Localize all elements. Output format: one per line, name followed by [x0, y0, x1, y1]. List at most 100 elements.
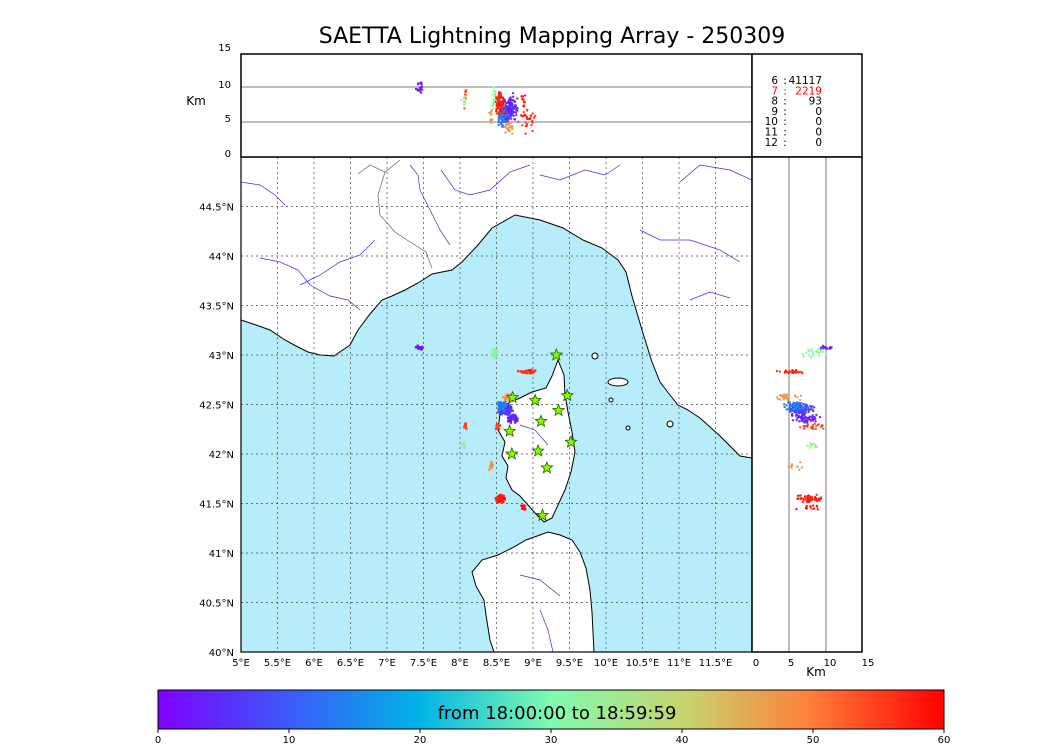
station-count-value: 2219 [795, 85, 822, 97]
lon-tick-label: 7°E [378, 658, 396, 669]
side-source [813, 416, 816, 419]
altitude-source [511, 103, 514, 106]
altitude-source [510, 101, 513, 104]
altitude-source [528, 118, 531, 121]
altitude-source [497, 99, 500, 102]
altitude-source [506, 106, 509, 109]
station-count-label: 7 [771, 85, 778, 97]
lightning-source [497, 494, 501, 497]
side-source [791, 406, 794, 409]
altitude-source [493, 86, 496, 89]
side-source [808, 408, 811, 411]
side-source [802, 420, 805, 423]
side-source [787, 465, 790, 468]
side-source [787, 401, 790, 404]
colorbar: from 18:00:00 to 18:59:59 0 10 20 30 40 50 60 [155, 689, 950, 746]
side-source [815, 424, 818, 427]
altitude-source [420, 91, 423, 94]
altitude-source [520, 95, 523, 98]
altitude-source [489, 113, 492, 116]
side-source [797, 405, 800, 408]
altitude-source [490, 121, 493, 124]
lightning-source [501, 395, 505, 399]
altitude-source [420, 81, 423, 84]
side-source [793, 406, 796, 409]
altitude-source [510, 109, 513, 112]
lightning-source [416, 347, 420, 350]
side-source [786, 398, 789, 401]
altitude-source [499, 97, 502, 100]
side-source [826, 347, 829, 350]
station-count-value: 0 [815, 137, 822, 149]
altitude-source [500, 105, 503, 108]
lightning-source [496, 426, 499, 429]
side-source [813, 498, 816, 501]
lon-tick-label: 11.5°E [699, 658, 733, 669]
side-source [808, 501, 811, 504]
lightning-source [504, 410, 508, 413]
altitude-source [522, 111, 525, 114]
altitude-source [507, 115, 510, 118]
station-star-icon [535, 508, 550, 522]
altitude-source [509, 115, 512, 118]
lightning-source [506, 416, 510, 420]
altitude-source [516, 107, 519, 110]
lightning-source [496, 427, 500, 430]
altitude-source [499, 108, 502, 111]
side-source [793, 405, 796, 408]
side-source [816, 351, 819, 354]
side-source [811, 405, 814, 408]
altitude-source [526, 118, 529, 121]
lightning-source [528, 369, 531, 372]
side-source [783, 393, 786, 396]
altitude-source [497, 116, 500, 119]
side-source [775, 370, 778, 373]
altitude-source [499, 117, 502, 120]
station-count-label: 8 [771, 96, 778, 108]
altitude-source [495, 102, 498, 105]
altitude-source [491, 103, 494, 106]
altitude-source [491, 104, 494, 107]
altitude-source [493, 94, 496, 97]
side-source [802, 406, 805, 409]
side-source [803, 498, 806, 501]
lightning-source [499, 499, 503, 503]
lightning-source [502, 409, 506, 412]
altitude-source [501, 118, 504, 121]
lightning-source [462, 443, 466, 446]
montecristo-island [625, 425, 631, 431]
side-source [798, 420, 801, 423]
altitude-source [510, 104, 513, 107]
altitude-source [509, 96, 512, 99]
lightning-source [495, 350, 498, 353]
altitude-source [513, 111, 516, 114]
side-source [806, 445, 809, 448]
side-source [783, 395, 786, 398]
lightning-source [513, 417, 517, 420]
altitude-source [508, 117, 511, 120]
side-source [819, 497, 822, 500]
altitude-source [509, 112, 512, 115]
lightning-source [507, 397, 510, 400]
side-tick-15: 15 [862, 658, 875, 669]
altitude-source [493, 102, 496, 105]
lightning-source [519, 370, 523, 373]
altitude-source [512, 107, 515, 110]
side-source [799, 461, 802, 464]
side-source [809, 495, 812, 498]
altitude-source [495, 108, 498, 111]
side-source [799, 410, 802, 413]
lightning-source [521, 505, 525, 508]
lightning-source [510, 406, 513, 409]
side-source [810, 496, 813, 499]
side-source [796, 497, 799, 500]
side-source [814, 497, 817, 500]
side-source [802, 403, 805, 406]
altitude-source [502, 106, 505, 109]
side-source [807, 409, 810, 412]
altitude-source [500, 112, 503, 115]
lightning-source [503, 408, 507, 411]
altitude-source [503, 116, 506, 119]
lightning-source [511, 414, 514, 417]
